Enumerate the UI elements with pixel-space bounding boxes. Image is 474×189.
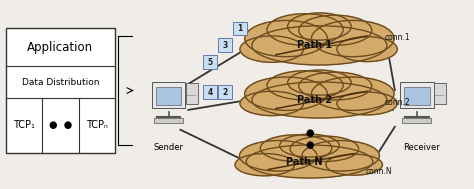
Ellipse shape [299,72,372,100]
FancyBboxPatch shape [154,118,183,123]
Text: ●  ●: ● ● [49,120,72,130]
Text: Path 2: Path 2 [297,95,332,105]
Text: Sender: Sender [154,143,183,152]
FancyBboxPatch shape [6,29,115,153]
Ellipse shape [240,36,303,62]
FancyBboxPatch shape [233,22,247,35]
Ellipse shape [326,154,383,175]
Ellipse shape [239,141,317,171]
Ellipse shape [252,82,387,118]
Text: 5: 5 [208,58,213,67]
Text: ●: ● [305,128,314,138]
Ellipse shape [337,92,397,115]
Ellipse shape [260,135,332,162]
Text: 4: 4 [208,88,213,97]
Text: Path N: Path N [286,156,323,167]
Text: conn.N: conn.N [365,167,392,176]
Ellipse shape [240,91,303,116]
FancyBboxPatch shape [152,82,185,108]
FancyBboxPatch shape [203,55,217,69]
Text: Path 1: Path 1 [297,40,332,50]
FancyBboxPatch shape [402,118,431,123]
Ellipse shape [252,26,387,65]
Ellipse shape [267,14,343,45]
FancyBboxPatch shape [186,83,198,104]
Ellipse shape [337,37,397,62]
Text: conn.1: conn.1 [384,33,410,42]
FancyBboxPatch shape [404,87,429,105]
Text: Data Distribution: Data Distribution [21,78,99,87]
Text: Receiver: Receiver [403,143,440,152]
Ellipse shape [267,71,343,100]
Text: 2: 2 [222,88,228,97]
Ellipse shape [288,70,351,95]
Text: 3: 3 [222,41,228,50]
FancyBboxPatch shape [434,83,446,104]
Ellipse shape [302,141,380,171]
Text: 1: 1 [237,24,243,33]
Text: Application: Application [27,41,93,54]
Ellipse shape [245,77,328,110]
Ellipse shape [245,20,328,57]
FancyBboxPatch shape [203,85,217,99]
Ellipse shape [235,154,294,176]
FancyBboxPatch shape [155,87,182,105]
Ellipse shape [290,136,359,162]
FancyBboxPatch shape [218,85,232,99]
Text: ●: ● [305,140,314,150]
Ellipse shape [311,77,394,110]
Ellipse shape [246,145,373,178]
Text: TCP₁: TCP₁ [13,120,35,130]
Ellipse shape [311,20,394,57]
Text: TCPₙ: TCPₙ [86,120,108,130]
FancyBboxPatch shape [218,38,232,52]
FancyBboxPatch shape [400,82,434,108]
Ellipse shape [299,15,372,45]
Text: conn.2: conn.2 [384,98,410,107]
Ellipse shape [288,13,351,40]
Ellipse shape [280,134,339,157]
